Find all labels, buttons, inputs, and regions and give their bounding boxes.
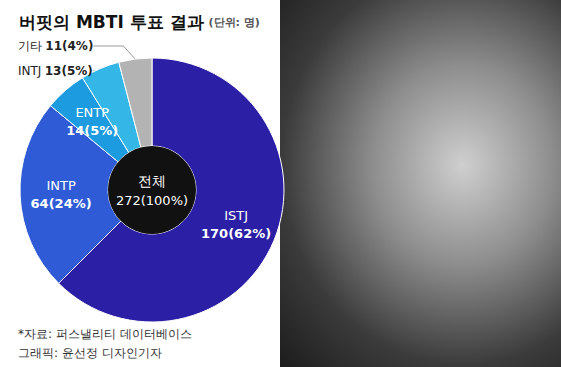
svg-text:14(5%): 14(5%) (66, 123, 118, 138)
svg-text:272(100%): 272(100%) (116, 193, 188, 208)
svg-text:그래픽: 윤선정 디자인기자: 그래픽: 윤선정 디자인기자 (18, 346, 162, 360)
svg-text:전체: 전체 (138, 173, 166, 189)
svg-text:INTJ: INTJ (18, 64, 41, 78)
svg-text:기타: 기타 (18, 39, 42, 53)
svg-text:버핏의 MBTI 투표 결과: 버핏의 MBTI 투표 결과 (19, 12, 204, 32)
svg-text:13(5%): 13(5%) (45, 64, 93, 78)
svg-text:64(24%): 64(24%) (31, 196, 92, 211)
svg-text:*자료: 퍼스낼리티 데이터베이스: *자료: 퍼스낼리티 데이터베이스 (18, 327, 192, 341)
svg-text:170(62%): 170(62%) (201, 226, 271, 241)
svg-text:ENTP: ENTP (75, 105, 109, 120)
svg-text:INTP: INTP (46, 178, 75, 193)
svg-text:11(4%): 11(4%) (45, 39, 93, 53)
svg-text:(단위: 명): (단위: 명) (209, 16, 260, 29)
svg-text:ISTJ: ISTJ (224, 208, 248, 223)
